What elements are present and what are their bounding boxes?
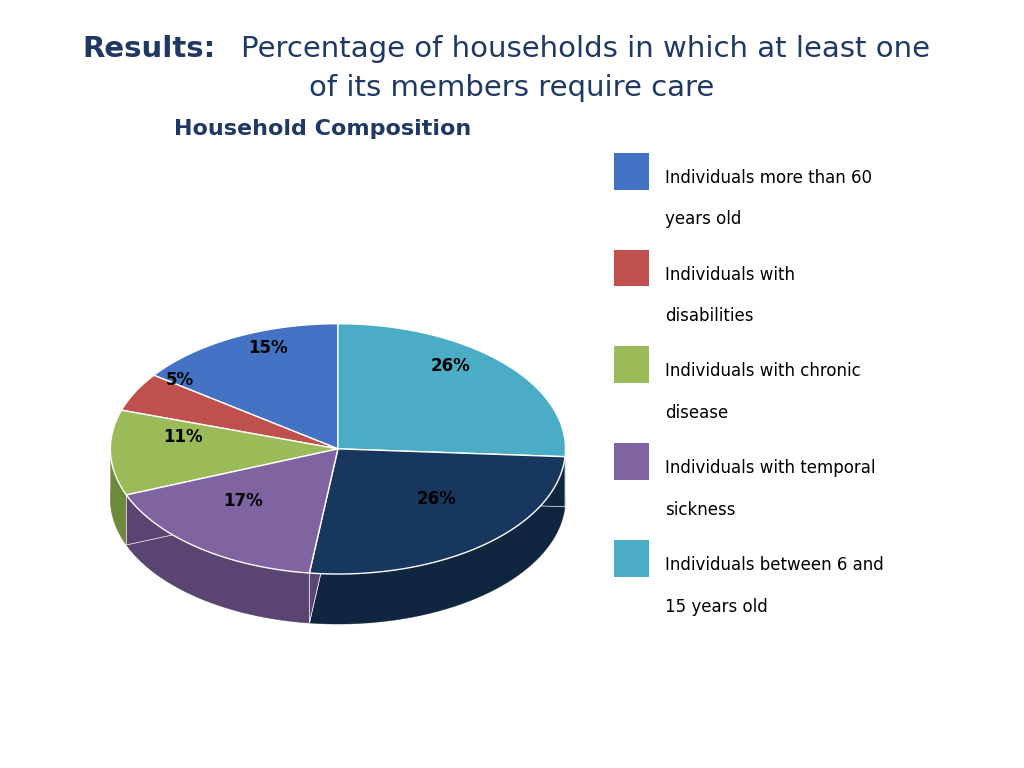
Text: Individuals with chronic: Individuals with chronic <box>665 362 861 380</box>
Polygon shape <box>338 449 565 507</box>
FancyBboxPatch shape <box>614 443 649 480</box>
Text: disease: disease <box>665 404 728 422</box>
Text: 5%: 5% <box>166 370 194 389</box>
Polygon shape <box>126 495 309 623</box>
Polygon shape <box>154 323 338 449</box>
Text: Individuals more than 60: Individuals more than 60 <box>665 169 872 187</box>
Text: 26%: 26% <box>417 491 457 508</box>
Text: Percentage of households in which at least one: Percentage of households in which at lea… <box>241 35 930 62</box>
Text: 11%: 11% <box>164 428 203 445</box>
Polygon shape <box>111 449 126 545</box>
Polygon shape <box>309 449 338 623</box>
Polygon shape <box>126 449 338 545</box>
Polygon shape <box>338 449 565 499</box>
FancyBboxPatch shape <box>614 540 649 577</box>
FancyBboxPatch shape <box>614 346 649 383</box>
FancyBboxPatch shape <box>614 153 649 190</box>
FancyBboxPatch shape <box>614 250 649 286</box>
Text: 17%: 17% <box>223 492 263 510</box>
Polygon shape <box>309 449 338 623</box>
Text: 26%: 26% <box>431 356 471 375</box>
Text: Individuals with temporal: Individuals with temporal <box>665 459 876 477</box>
Polygon shape <box>126 449 338 573</box>
Text: 15%: 15% <box>248 339 288 357</box>
Polygon shape <box>309 457 565 624</box>
Text: Individuals with: Individuals with <box>665 266 795 283</box>
Text: disabilities: disabilities <box>665 307 754 325</box>
Text: Results:: Results: <box>82 35 215 62</box>
Polygon shape <box>126 449 338 545</box>
Polygon shape <box>111 410 338 495</box>
Polygon shape <box>338 449 565 507</box>
Text: Individuals between 6 and: Individuals between 6 and <box>665 556 884 574</box>
Polygon shape <box>338 323 565 457</box>
Ellipse shape <box>111 374 565 624</box>
Text: of its members require care: of its members require care <box>309 74 715 102</box>
Polygon shape <box>122 376 338 449</box>
Text: sickness: sickness <box>665 501 735 518</box>
Text: 15 years old: 15 years old <box>665 598 768 615</box>
Text: years old: years old <box>665 210 741 228</box>
Text: Household Composition: Household Composition <box>174 119 471 139</box>
Polygon shape <box>309 449 565 574</box>
